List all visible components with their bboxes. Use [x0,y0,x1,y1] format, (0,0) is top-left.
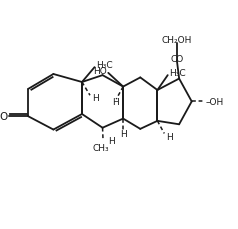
Text: H: H [108,136,115,145]
Text: CO: CO [171,55,184,64]
Text: HO: HO [93,66,107,75]
Text: H: H [167,132,173,141]
Text: O: O [0,112,8,122]
Text: CH₂OH: CH₂OH [162,36,192,45]
Text: H: H [112,98,119,107]
Text: –OH: –OH [205,98,224,106]
Text: H₃C: H₃C [169,68,185,77]
Text: CH₃: CH₃ [92,144,109,153]
Text: H: H [120,130,127,139]
Text: H: H [92,94,99,103]
Text: H₃C: H₃C [96,60,112,69]
